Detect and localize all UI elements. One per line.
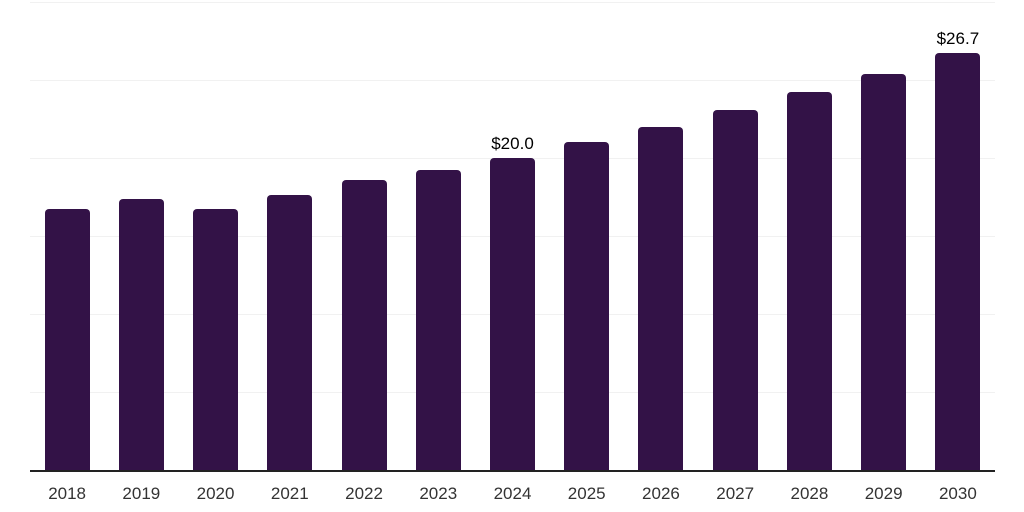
bar-2023 <box>415 170 461 470</box>
bar-2020 <box>193 209 239 470</box>
value-label-2030: $26.7 <box>936 29 980 49</box>
bar-2018 <box>44 209 90 470</box>
bar-2025 <box>564 142 610 470</box>
x-tick-label-2019: 2019 <box>122 484 161 503</box>
bar-2019 <box>118 198 164 470</box>
bar-2022 <box>341 179 387 470</box>
x-tick-label-2025: 2025 <box>567 484 606 503</box>
x-tick-label-2027: 2027 <box>716 484 755 503</box>
bar-2026 <box>638 126 684 470</box>
bar-2028 <box>786 92 832 470</box>
bar-2021 <box>267 195 313 470</box>
x-axis-line <box>30 470 995 472</box>
x-tick-label-2021: 2021 <box>270 484 309 503</box>
x-tick-label-2020: 2020 <box>196 484 235 503</box>
x-tick-label-2022: 2022 <box>345 484 383 503</box>
x-tick-label-2026: 2026 <box>642 484 680 503</box>
bar-2024 <box>490 158 535 470</box>
bar-2029 <box>861 73 907 470</box>
bar-2030 <box>935 53 981 470</box>
x-tick-label-2024: 2024 <box>493 484 532 503</box>
x-tick-label-2029: 2029 <box>864 484 903 503</box>
gridline-25 <box>30 80 995 81</box>
x-tick-label-2028: 2028 <box>790 484 829 503</box>
x-tick-label-2023: 2023 <box>419 484 458 503</box>
x-tick-label-2030: 2030 <box>938 484 977 503</box>
bar-2027 <box>712 109 758 470</box>
gridline-30 <box>30 2 995 3</box>
x-tick-label-2018: 2018 <box>48 484 87 503</box>
value-label-2024: $20.0 <box>491 134 534 153</box>
